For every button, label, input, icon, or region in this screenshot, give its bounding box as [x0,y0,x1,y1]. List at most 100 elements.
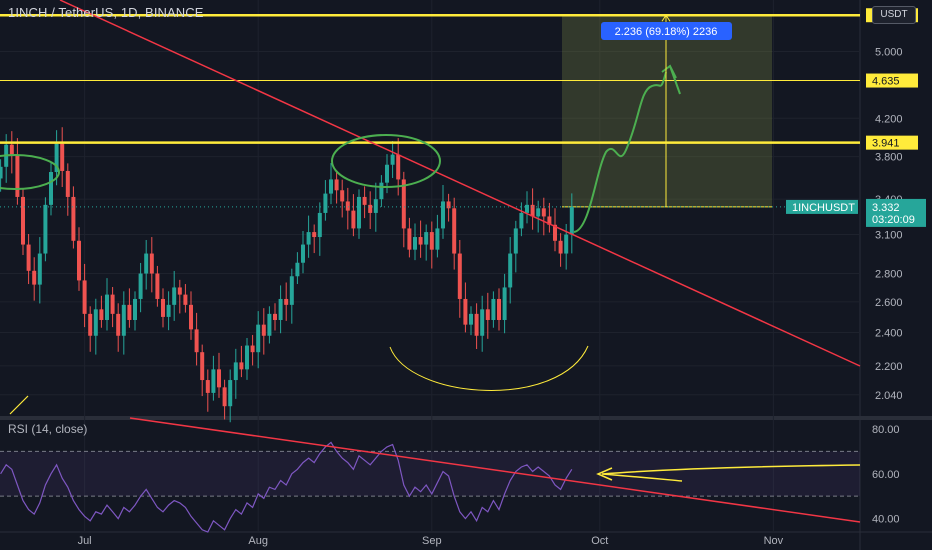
candle [0,166,3,179]
candle [105,294,109,320]
symbol-title[interactable]: 1INCH / TetherUS, 1D, BINANCE [8,5,204,20]
candle [189,304,193,330]
symbol-label: 1INCHUSDT [792,202,855,214]
candle [564,234,569,254]
trend-line [59,0,861,367]
symbol-badge [786,199,858,214]
currency-button[interactable]: USDT [872,6,916,24]
candle [569,206,574,235]
candle [77,240,81,281]
candle [558,240,563,254]
price-tick-label: 3.800 [875,152,903,164]
countdown-label: 03:20:09 [872,214,915,226]
last-price-badge [866,198,926,227]
candle [82,280,87,314]
measure-label: 2.236 (69.18%) 2236 [615,26,718,38]
last-price-label: 3.332 [872,202,900,214]
time-tick-label: Oct [591,535,608,547]
candle [541,208,546,217]
candle [60,143,65,171]
candle [463,298,468,325]
candle [401,179,406,229]
candle [278,298,283,320]
time-tick-label: Aug [248,535,268,547]
candle [138,273,143,299]
candle [88,313,93,336]
candle [323,193,328,213]
candle [317,212,322,238]
candle [155,273,160,299]
rsi-series [0,441,573,533]
candle [457,253,462,299]
candle [256,324,261,353]
candle [357,196,361,229]
candle [245,345,249,370]
candle [267,313,272,336]
candle [379,182,384,200]
candle [519,212,524,229]
measure-label-box [601,22,732,40]
price-tick-label: 4.200 [875,113,903,125]
rsi-band [0,451,860,497]
price-tick-label: 2.600 [875,297,903,309]
level-price-badge [866,135,918,150]
level-price-badge [866,73,918,88]
candle [32,270,37,285]
candle [429,232,434,250]
candle [424,232,429,245]
candle [446,201,451,209]
candle [312,232,317,238]
price-axis[interactable]: 5.0004.2003.8003.4003.1002.8002.6002.400… [786,8,926,526]
candle [334,179,339,191]
candle [362,196,367,205]
candle [71,196,76,241]
candle [553,224,557,241]
candle [211,369,216,393]
candle [284,298,289,305]
projection-path [573,71,667,233]
candle [161,298,165,317]
candle [289,276,294,305]
candle [485,309,490,320]
candle [110,294,115,314]
rsi-title[interactable]: RSI (14, close) [8,422,88,436]
candle [345,201,350,211]
candle [183,294,188,305]
price-tick-label: 3.100 [875,230,903,242]
price-tick-label: 2.200 [875,361,903,373]
rsi-band-area [0,450,860,497]
candle [144,253,149,274]
candle [513,228,518,254]
candle [261,324,266,336]
candle [390,154,395,165]
candle [340,190,345,202]
measure-arrow-head [661,14,671,22]
candle [525,204,529,213]
rsi-line [0,441,573,533]
candle [273,313,277,320]
price-tick-label: 2.400 [875,328,903,340]
candle [452,208,457,254]
candle [172,287,177,305]
rsi-arrow-head [596,467,613,481]
candle [133,298,137,320]
candle [205,380,210,393]
time-axis[interactable]: JulAugSepOctNovDec20 [78,535,932,547]
time-tick-label: Sep [422,535,442,547]
candle [15,154,20,197]
candle [547,216,552,225]
candle [43,204,48,254]
candle [351,210,356,229]
candle [222,387,227,407]
candle [480,309,485,336]
candle [228,380,233,407]
candle [127,304,132,320]
time-tick-label: Nov [764,535,784,547]
candle [239,362,244,370]
candle [508,253,513,288]
candle [474,313,479,336]
candle [26,244,31,271]
candle [491,298,496,320]
pane-separator [0,416,932,420]
